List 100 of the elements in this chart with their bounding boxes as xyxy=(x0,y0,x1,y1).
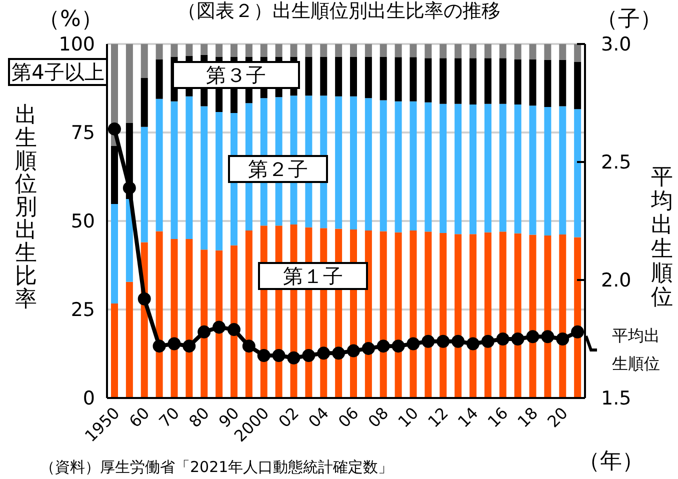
bar xyxy=(156,59,163,99)
bar xyxy=(290,44,298,57)
bar xyxy=(559,106,566,234)
bar xyxy=(424,44,432,58)
point xyxy=(122,181,136,194)
bar xyxy=(364,56,372,98)
y-tick-label: 0 xyxy=(82,388,95,410)
bar xyxy=(245,230,252,398)
x-tick-label: 10 xyxy=(394,403,422,432)
bar xyxy=(200,44,208,55)
bar xyxy=(410,44,417,58)
point xyxy=(182,340,196,353)
point xyxy=(511,332,524,346)
bar xyxy=(529,44,536,60)
point xyxy=(466,337,480,350)
x-tick-label: 16 xyxy=(484,403,512,432)
bar xyxy=(470,104,476,234)
bar xyxy=(126,44,133,123)
bar xyxy=(320,56,328,96)
bar xyxy=(424,102,432,232)
bar xyxy=(440,58,447,104)
bar xyxy=(499,58,506,104)
point xyxy=(272,349,286,362)
bar xyxy=(216,250,223,398)
y2-axis-title: 平均出生順位 xyxy=(650,165,674,310)
bar xyxy=(410,230,417,398)
bar xyxy=(454,44,462,58)
bar xyxy=(499,232,506,398)
bar xyxy=(574,109,582,238)
bar xyxy=(170,239,178,398)
bar xyxy=(380,231,387,398)
x-tick-label: 14 xyxy=(454,403,482,432)
point xyxy=(227,323,240,336)
point xyxy=(242,340,256,353)
bar xyxy=(156,231,163,398)
legend-label: 平均出生順位 xyxy=(612,325,661,375)
x-tick-label: 04 xyxy=(304,403,332,432)
label-box: 第１子 xyxy=(258,262,368,290)
bar xyxy=(514,44,522,60)
bar xyxy=(499,104,506,232)
point xyxy=(406,337,420,350)
x-tick-label: 20 xyxy=(544,403,572,432)
bar xyxy=(529,106,536,235)
bar xyxy=(544,107,552,236)
point xyxy=(422,334,435,348)
bar xyxy=(514,59,522,105)
bar xyxy=(544,44,552,60)
chart-title: （図表２）出生順位別出生比率の推移 xyxy=(178,0,500,22)
bar xyxy=(111,204,118,304)
bar xyxy=(514,104,522,234)
point xyxy=(198,325,211,338)
point xyxy=(287,351,300,364)
bar xyxy=(140,78,148,127)
bar xyxy=(529,59,536,106)
bar xyxy=(574,237,582,398)
bar xyxy=(410,57,417,102)
bar xyxy=(200,106,208,250)
x-tick-label: 12 xyxy=(424,403,452,432)
bar xyxy=(156,98,163,232)
point xyxy=(392,340,405,353)
point xyxy=(571,325,584,338)
label-box: 第３子 xyxy=(172,61,300,89)
point xyxy=(317,346,330,360)
bar xyxy=(380,100,387,232)
bar xyxy=(230,245,238,398)
bar xyxy=(394,101,402,232)
bar xyxy=(514,233,522,398)
bar xyxy=(440,104,447,234)
label-box: 第4子以上 xyxy=(8,58,108,86)
bar xyxy=(484,44,492,58)
point xyxy=(481,334,494,348)
text: （子） xyxy=(596,6,662,34)
point xyxy=(108,122,121,136)
bar xyxy=(305,44,312,57)
bar xyxy=(440,233,447,398)
y-tick-label: 50 xyxy=(70,210,95,233)
x-tick-label: 70 xyxy=(155,403,184,432)
point xyxy=(138,292,151,306)
bar xyxy=(186,96,193,240)
bar xyxy=(364,44,372,57)
bar xyxy=(156,44,163,60)
y-tick-label: 75 xyxy=(70,122,95,144)
bar xyxy=(424,232,432,398)
bar xyxy=(245,44,252,57)
point xyxy=(526,330,540,344)
bar xyxy=(111,303,118,398)
bar xyxy=(260,44,268,57)
point xyxy=(362,342,375,355)
point xyxy=(452,334,465,348)
bar xyxy=(574,44,582,62)
bar xyxy=(559,60,566,106)
y-tick-label: 100 xyxy=(58,34,95,56)
point xyxy=(346,344,360,358)
bar xyxy=(454,234,462,398)
point xyxy=(496,332,510,346)
bar xyxy=(559,44,566,60)
x-tick-label: 08 xyxy=(364,403,392,432)
x-axis-title: （年） xyxy=(578,448,644,476)
bar xyxy=(216,44,223,57)
label-box: 第２子 xyxy=(228,155,328,183)
